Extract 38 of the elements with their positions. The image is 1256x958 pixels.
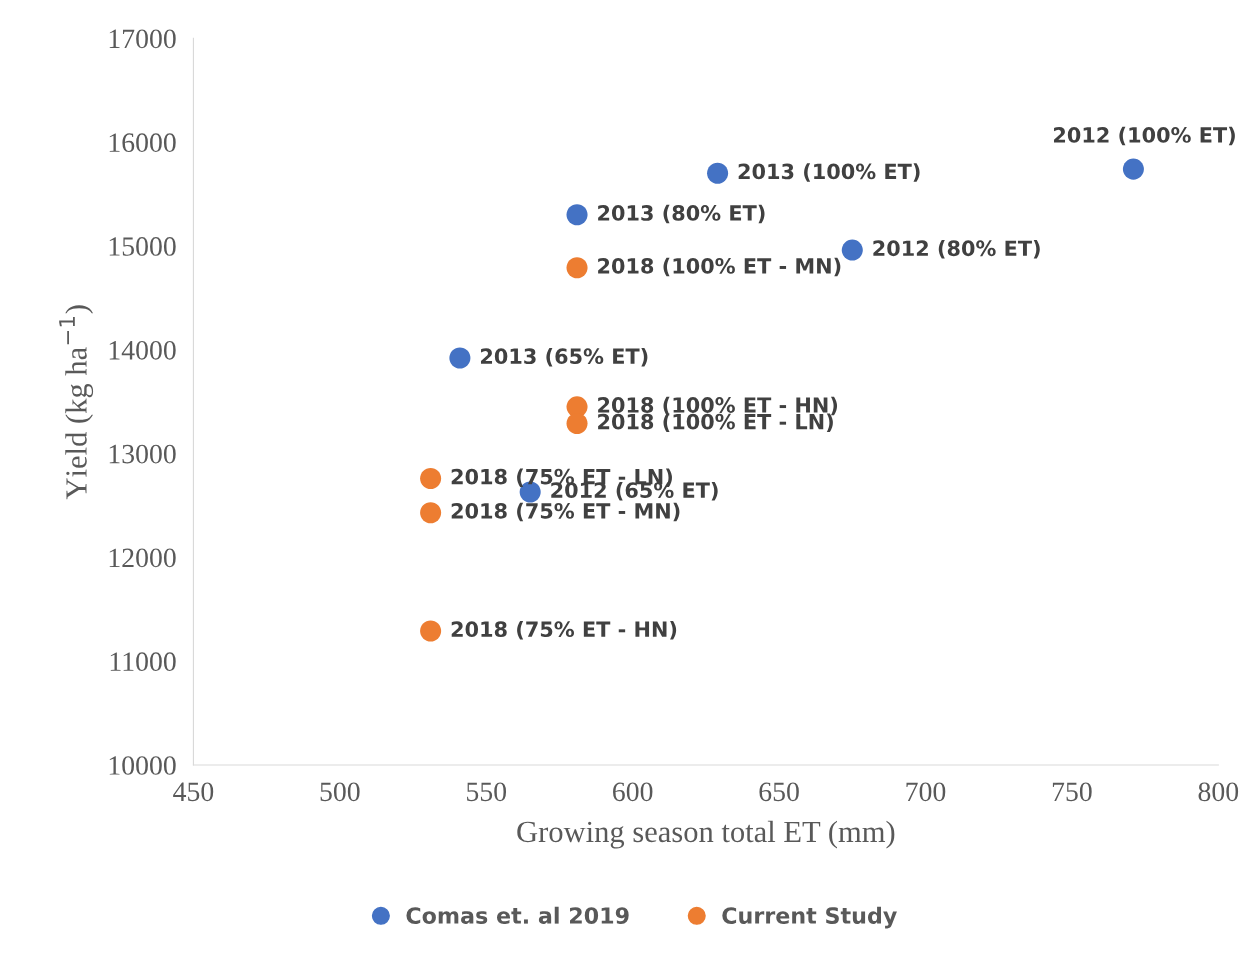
y-tick-label: 11000 — [110, 652, 176, 672]
point — [449, 347, 471, 369]
y-tick-label: 13000 — [109, 444, 176, 464]
x-tick-label: 500 — [320, 782, 360, 802]
point — [566, 204, 588, 226]
annotation: 2018 (75% ET - HN) — [451, 620, 677, 640]
point — [707, 162, 729, 184]
x-tick-label: 550 — [467, 782, 507, 802]
point — [566, 412, 588, 434]
x-tick-label: 450 — [173, 782, 214, 802]
y-tick-label: 10000 — [109, 756, 176, 775]
legend-label: Current Study — [722, 906, 897, 929]
x-tick-label: 700 — [906, 782, 946, 802]
annotation: 2018 (75% ET - MN) — [451, 502, 680, 522]
y-tick-label: 16000 — [109, 133, 176, 153]
point — [420, 620, 442, 642]
x-tick-label: 750 — [1052, 782, 1092, 802]
x-axis-title: Growing season total ET (mm) — [517, 820, 895, 849]
point — [420, 467, 442, 489]
x-tick-label: 650 — [759, 782, 799, 802]
point — [420, 502, 442, 524]
y-tick-label: 17000 — [109, 29, 176, 49]
y-axis-title: Yield (kg ha$^{−1}$) — [59, 305, 94, 500]
annotation: 2013 (80% ET) — [598, 204, 765, 224]
y-tick-label: 15000 — [109, 237, 176, 256]
annotation: 2013 (100% ET) — [738, 163, 920, 182]
annotation: 2018 (100% ET - MN) — [598, 257, 841, 277]
annotation: 2012 (80% ET) — [873, 240, 1040, 259]
point — [1122, 158, 1144, 180]
y-tick-label: 12000 — [109, 548, 176, 568]
x-tick-label: 800 — [1198, 782, 1239, 802]
x-tick-label: 600 — [613, 782, 653, 802]
annotation: 2013 (65% ET) — [480, 347, 648, 367]
point — [841, 239, 863, 261]
y-tick-label: 14000 — [109, 340, 176, 360]
point — [566, 257, 588, 279]
legend-label: Comas et. al 2019 — [406, 906, 629, 924]
annotation: 2012 (100% ET) — [1053, 126, 1235, 146]
